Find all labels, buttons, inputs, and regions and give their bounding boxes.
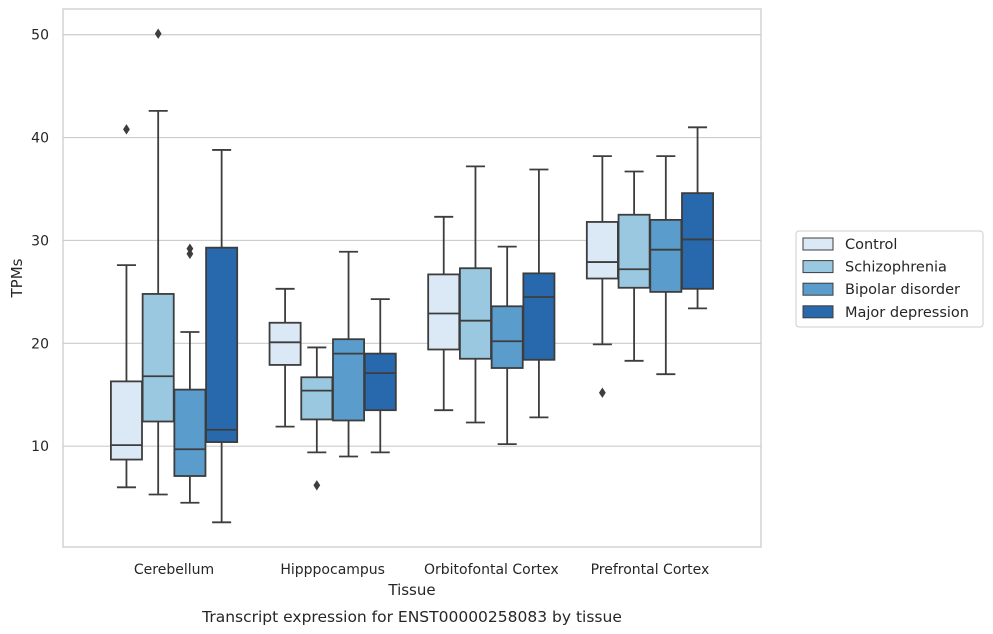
x-tick-label-2: Orbitofontal Cortex	[424, 562, 559, 578]
box-body	[427, 273, 461, 351]
boxes	[110, 28, 714, 524]
box-body	[617, 213, 651, 289]
legend-swatch	[802, 260, 834, 274]
box-body	[332, 338, 365, 422]
x-tick-label-3: Prefrontal Cortex	[591, 562, 710, 578]
box-body	[649, 218, 683, 293]
y-tick-label-20: 20	[31, 336, 49, 352]
x-tick-label-1: Hipppocampus	[280, 562, 385, 578]
box-body	[585, 221, 619, 280]
x-tick-labels: Cerebellum Hipppocampus Orbitofontal Corte…	[134, 562, 709, 578]
box-3-0	[585, 155, 619, 398]
outlier-0	[123, 124, 130, 135]
box-body	[490, 305, 524, 369]
outlier-0	[598, 387, 606, 398]
box-3-1	[617, 170, 651, 362]
legend-label: Control	[845, 237, 897, 253]
box-2-1	[459, 165, 492, 424]
legend-swatch	[802, 282, 834, 296]
legend-swatch	[802, 305, 834, 319]
box-2-0	[427, 215, 461, 412]
x-axis-label: Tissue	[387, 581, 435, 599]
legend-item-3: Major depression	[802, 305, 969, 321]
box-1-2	[332, 250, 365, 458]
box-2-3	[522, 168, 556, 419]
y-tick-label-40: 40	[31, 131, 49, 147]
plot-frame	[62, 8, 762, 548]
box-body	[522, 272, 556, 361]
y-tick-label-50: 50	[31, 28, 49, 44]
box-2-2	[490, 245, 524, 446]
box-body	[363, 352, 397, 412]
y-tick-labels: 10 20 30 40 50	[31, 28, 49, 455]
box-body	[205, 246, 239, 443]
box-body	[268, 321, 302, 366]
x-tick-label-0: Cerebellum	[134, 562, 214, 578]
box-0-2	[173, 243, 207, 504]
box-0-0	[110, 124, 143, 489]
box-0-1	[141, 28, 175, 496]
outlier-0	[313, 480, 321, 491]
box-1-3	[363, 298, 397, 454]
legend-label: Schizophrenia	[845, 260, 947, 276]
box-3-3	[681, 126, 714, 310]
box-0-3	[205, 149, 239, 524]
box-body	[300, 376, 334, 421]
legend-item-2: Bipolar disorder	[802, 282, 960, 298]
legend-swatch	[802, 237, 834, 251]
box-body	[141, 293, 175, 423]
outlier-1	[186, 243, 194, 254]
legend-label: Major depression	[845, 305, 969, 321]
chart-caption: Transcript expression for ENST0000025808…	[201, 608, 622, 626]
box-body	[459, 267, 492, 360]
legend-frame	[795, 230, 984, 328]
legend-label: Bipolar disorder	[845, 282, 960, 298]
y-tick-label-10: 10	[31, 439, 49, 455]
y-tick-label-30: 30	[31, 233, 49, 249]
box-body	[173, 388, 207, 477]
legend: Control Schizophrenia Bipolar disorder Majo…	[795, 230, 984, 328]
grid-lines	[63, 34, 761, 447]
legend-item-0: Control	[802, 237, 897, 253]
box-1-0	[268, 287, 302, 428]
y-axis-label: TPMs	[8, 258, 26, 298]
box-body	[681, 192, 714, 290]
box-body	[110, 380, 143, 461]
legend-item-1: Schizophrenia	[802, 260, 947, 276]
box-3-2	[649, 155, 683, 376]
box-1-1	[300, 346, 334, 491]
outlier-0	[154, 28, 162, 39]
